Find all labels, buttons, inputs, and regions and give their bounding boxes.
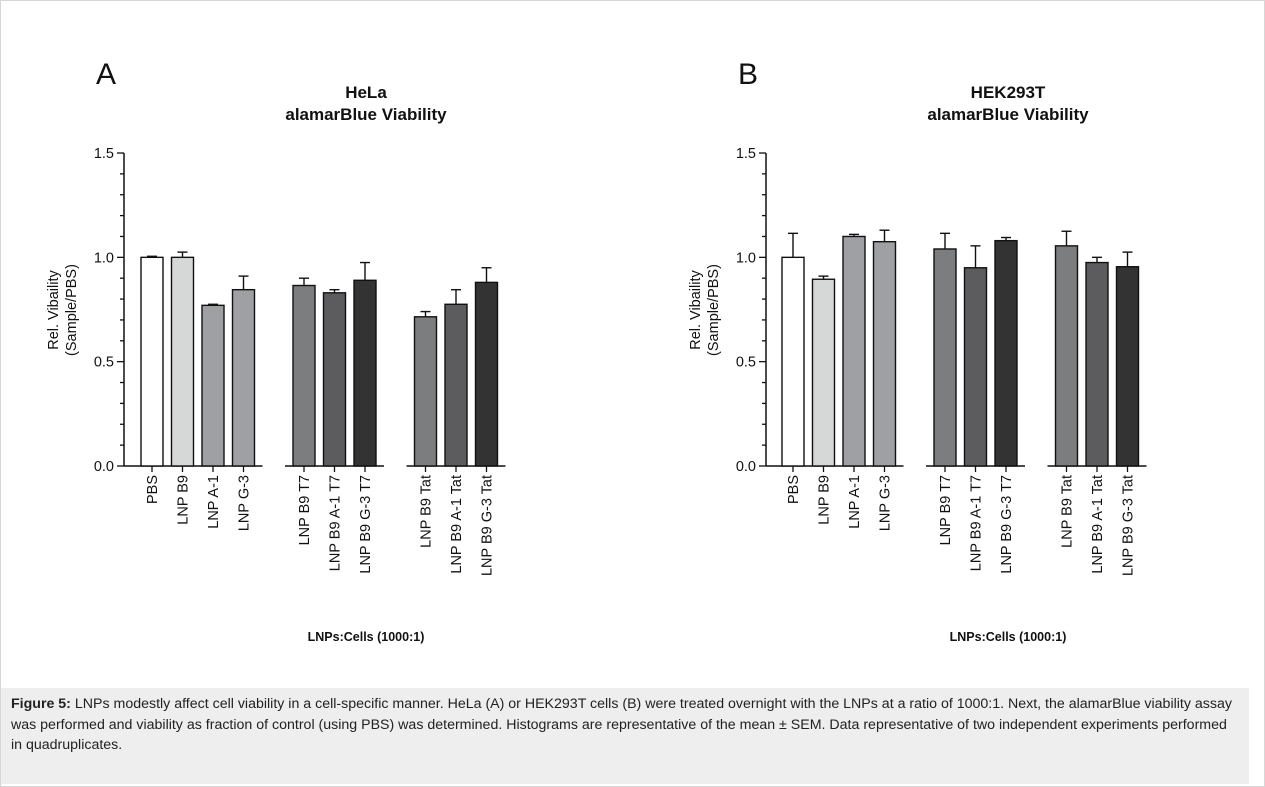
panel-b-title: HEK293T alamarBlue Viability (858, 82, 1158, 126)
panel-a-category-label: LNP B9 T7 (297, 475, 313, 545)
panel-b-bar (781, 256, 805, 467)
panel-a-y-tick-label: 0.0 (94, 459, 114, 475)
panel-a-bar (413, 316, 438, 467)
panel-a-bar (231, 288, 256, 467)
panel-a-bar (444, 303, 468, 467)
panel-b-category-label: LNP B9 G-3 Tat (1121, 475, 1137, 576)
panel-a-category-label: LNP B9 G-3 T7 (358, 475, 374, 574)
panel-a-y-axis-label-line1: Rel. Vibaility (46, 269, 62, 349)
panel-a-y-tick-label: 1.0 (94, 250, 114, 266)
panel-b-y-tick-label: 1.5 (736, 146, 756, 162)
panel-a-bar (170, 256, 195, 467)
panel-b-bar (872, 240, 897, 467)
panel-a-title-line1: HeLa (345, 83, 387, 102)
panel-b-category-label: LNP G-3 (878, 475, 894, 531)
panel-b-xlabel: LNPs:Cells (1000:1) (949, 630, 1067, 644)
panel-a-y-axis-label-line2: (Sample/PBS) (64, 264, 80, 356)
caption-text: LNPs modestly affect cell viability in a… (11, 696, 1232, 753)
panel-a-y-tick-label: 1.5 (94, 146, 114, 162)
panel-a-bar (353, 279, 377, 467)
panel-b-bar (1085, 261, 1109, 467)
panel-b-y-tick-label: 0.5 (736, 355, 756, 371)
caption-label: Figure 5: (11, 696, 71, 712)
panel-b-category-label: LNP B9 Tat (1060, 475, 1076, 548)
panel-a-y-axis-label: Rel. Vibaility (Sample/PBS) (46, 264, 80, 356)
panel-b-bar (933, 248, 957, 467)
panel-a-letter: A (96, 58, 117, 91)
panel-a-bar (201, 304, 225, 467)
panel-a-category-label: LNP G-3 (237, 475, 253, 531)
panel-b-bar (963, 267, 988, 467)
panel-b-category-label: LNP B9 A-1 T7 (969, 475, 985, 571)
panel-a-y-tick-label: 0.5 (94, 355, 114, 371)
panel-b-y-axis-label-line1: Rel. Vibaility (688, 269, 704, 349)
panel-a-category-label: LNP B9 A-1 Tat (449, 475, 465, 574)
panel-a-category-label: LNP B9 Tat (419, 475, 435, 548)
panel-a-xlabel: LNPs:Cells (1000:1) (307, 630, 425, 644)
panel-b-letter: B (738, 58, 759, 91)
panel-b-category-label: LNP B9 A-1 Tat (1090, 475, 1106, 574)
panel-a-bar (140, 256, 164, 467)
panel-b-category-label: LNP B9 T7 (938, 475, 954, 545)
panel-b-y-tick-label: 1.0 (736, 250, 756, 266)
panel-b-category-label: PBS (786, 475, 802, 504)
panel-a-bar (474, 281, 499, 467)
panel-b-bar (1054, 245, 1079, 467)
panel-b-category-label: LNP B9 G-3 T7 (999, 475, 1015, 574)
figure-caption: Figure 5: LNPs modestly affect cell viab… (1, 688, 1249, 784)
panel-b-category-label: LNP B9 (817, 475, 833, 525)
panel-b-title-line1: HEK293T (970, 83, 1046, 102)
panel-a-bar (322, 292, 347, 467)
panel-a-title: HeLa alamarBlue Viability (216, 82, 516, 126)
panel-b-bar (994, 239, 1018, 467)
panel-a-category-label: LNP B9 G-3 Tat (480, 475, 496, 576)
panel-a-category-label: LNP B9 A-1 T7 (328, 475, 344, 571)
panel-b-y-axis-label-line2: (Sample/PBS) (706, 264, 722, 356)
panel-a-category-label: PBS (145, 475, 161, 504)
panel-a-title-line2: alamarBlue Viability (285, 105, 447, 124)
panel-a-category-label: LNP B9 (176, 475, 192, 525)
panel-b-y-tick-label: 0.0 (736, 459, 756, 475)
panel-a-bar (292, 284, 316, 467)
panel-b-bar (811, 278, 836, 467)
panel-b-title-line2: alamarBlue Viability (927, 105, 1089, 124)
panel-b-bar (1115, 266, 1140, 467)
panel-b-category-label: LNP A-1 (847, 475, 863, 529)
panel-b-y-axis-label: Rel. Vibaility (Sample/PBS) (688, 264, 722, 356)
panel-b-bar (842, 235, 866, 467)
panel-a-category-label: LNP A-1 (206, 475, 222, 529)
